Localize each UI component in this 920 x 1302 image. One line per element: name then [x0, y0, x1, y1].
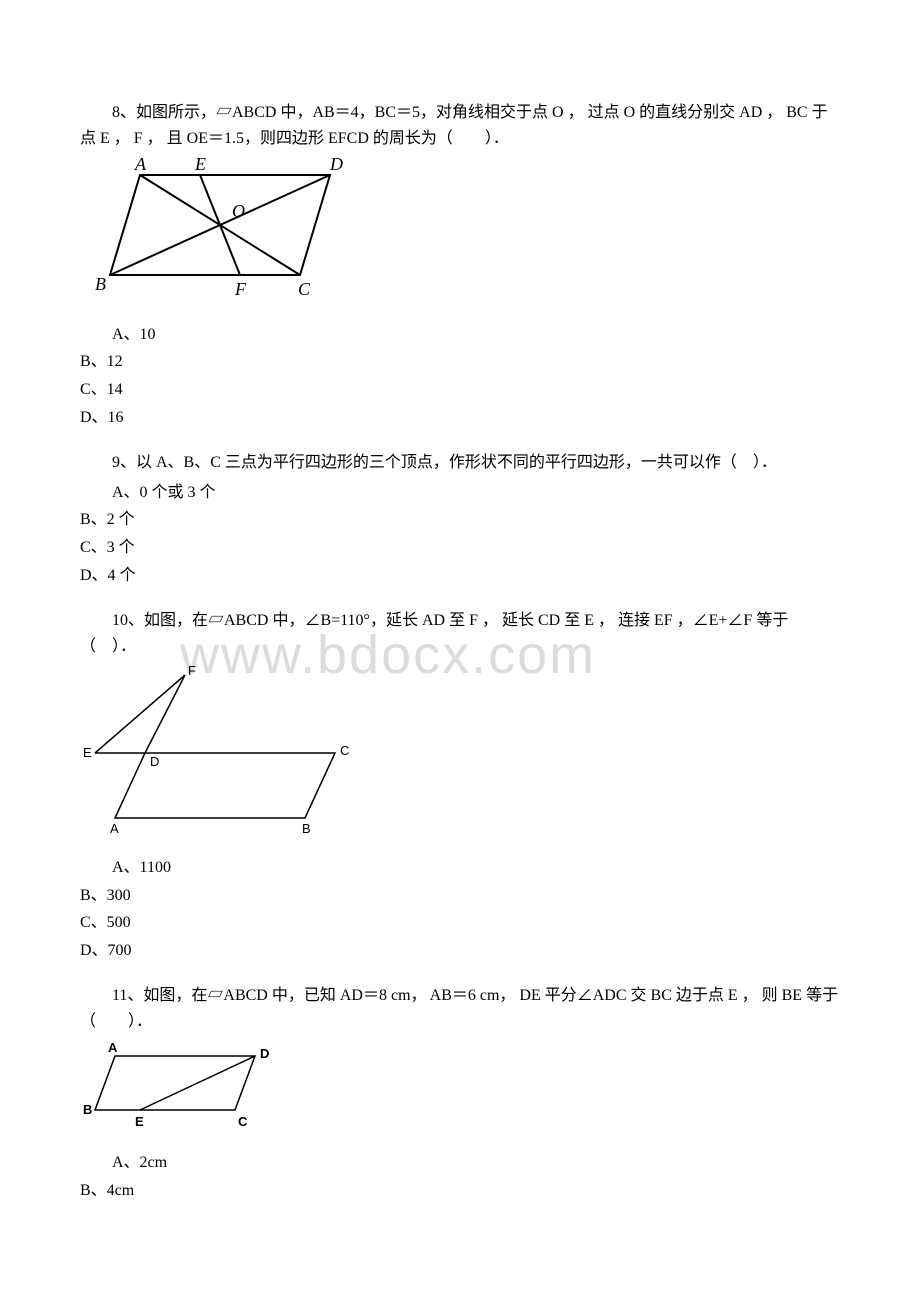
q8-option-b: B、12: [80, 349, 840, 375]
label-D: D: [150, 754, 159, 769]
q10-diagram: A B C D E F: [80, 663, 840, 847]
q8-option-d: D、16: [80, 405, 840, 431]
question-9: 9、以 A、B、C 三点为平行四边形的三个顶点，作形状不同的平行四边形，一共可以…: [80, 450, 840, 588]
q9-option-d: D、4 个: [80, 563, 840, 589]
q11-option-a: A、2cm: [80, 1150, 840, 1176]
label-F: F: [188, 663, 196, 678]
label-A: A: [134, 155, 147, 174]
label-E: E: [194, 155, 206, 174]
label-E: E: [83, 745, 92, 760]
q11-diagram: A D B E C: [80, 1038, 840, 1142]
label-A: A: [110, 821, 119, 836]
q9-option-b: B、2 个: [80, 507, 840, 533]
q8-option-c: C、14: [80, 377, 840, 403]
q9-option-c: C、3 个: [80, 535, 840, 561]
question-11: 11、如图，在▱ABCD 中，已知 AD＝8 cm， AB＝6 cm， DE 平…: [80, 983, 840, 1203]
q10-option-c: C、500: [80, 910, 840, 936]
q11-option-b: B、4cm: [80, 1178, 840, 1204]
label-B: B: [83, 1102, 92, 1117]
q8-text: 8、如图所示，▱ABCD 中，AB＝4，BC＝5，对角线相交于点 O ， 过点 …: [80, 100, 840, 151]
q9-text: 9、以 A、B、C 三点为平行四边形的三个顶点，作形状不同的平行四边形，一共可以…: [80, 450, 840, 476]
q10-text: 10、如图，在▱ABCD 中，∠B=110°，延长 AD 至 F ， 延长 CD…: [80, 608, 840, 659]
q10-option-b: B、300: [80, 883, 840, 909]
label-C: C: [340, 743, 349, 758]
label-D: D: [260, 1046, 269, 1061]
label-F: F: [234, 279, 247, 299]
label-D: D: [329, 155, 343, 174]
label-B: B: [302, 821, 311, 836]
question-8: 8、如图所示，▱ABCD 中，AB＝4，BC＝5，对角线相交于点 O ， 过点 …: [80, 100, 840, 430]
label-C: C: [238, 1114, 248, 1129]
question-10: 10、如图，在▱ABCD 中，∠B=110°，延长 AD 至 F ， 延长 CD…: [80, 608, 840, 963]
label-E: E: [135, 1114, 144, 1129]
q11-text: 11、如图，在▱ABCD 中，已知 AD＝8 cm， AB＝6 cm， DE 平…: [80, 983, 840, 1034]
q9-option-a: A、0 个或 3 个: [80, 480, 840, 506]
label-B: B: [95, 274, 106, 294]
q8-diagram: A E D B F C O: [80, 155, 840, 314]
label-O: O: [232, 201, 245, 221]
q8-option-a: A、10: [80, 322, 840, 348]
q10-option-a: A、1100: [80, 855, 840, 881]
q10-option-d: D、700: [80, 938, 840, 964]
label-C: C: [298, 279, 311, 299]
label-A: A: [108, 1040, 118, 1055]
